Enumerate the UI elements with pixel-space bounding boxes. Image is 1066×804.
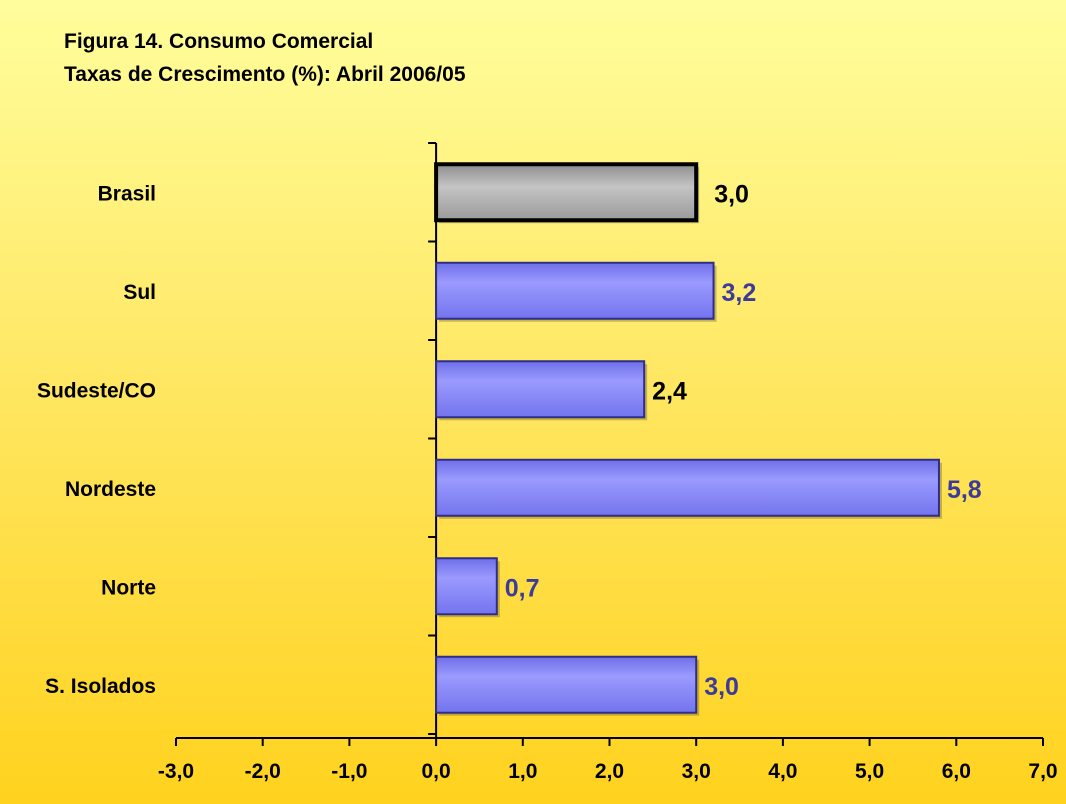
x-tick-label: -2,0 — [245, 760, 281, 783]
x-tick-label: 1,0 — [508, 760, 537, 783]
bar-brasil — [434, 162, 699, 223]
bar — [435, 261, 715, 320]
category-label: Brasil — [98, 182, 156, 205]
category-label: Nordeste — [65, 478, 156, 501]
data-label: 5,8 — [947, 476, 982, 504]
chart-title: Figura 14. Consumo Comercial — [64, 30, 374, 53]
data-label: 3,2 — [722, 279, 757, 307]
chart-subtitle: Taxas de Crescimento (%): Abril 2006/05 — [64, 63, 466, 86]
x-tick-label: 0,0 — [421, 760, 450, 783]
x-tick-label: 2,0 — [595, 760, 624, 783]
x-tick-label: 5,0 — [855, 760, 884, 783]
x-tick-label: -3,0 — [158, 760, 194, 783]
category-label: S. Isolados — [45, 675, 156, 698]
bar — [435, 655, 698, 714]
data-label: 3,0 — [704, 673, 739, 701]
x-tick-label: 7,0 — [1028, 760, 1057, 783]
bar — [435, 360, 646, 419]
x-tick-label: 6,0 — [942, 760, 971, 783]
category-label: Norte — [101, 576, 156, 599]
x-tick-label: 3,0 — [682, 760, 711, 783]
x-tick-label: 4,0 — [768, 760, 797, 783]
category-label: Sudeste/CO — [37, 379, 156, 402]
category-label: Sul — [123, 281, 156, 304]
data-label: 2,4 — [652, 377, 687, 405]
data-label: 3,0 — [714, 180, 749, 208]
data-label: 0,7 — [505, 574, 540, 602]
x-tick-label: -1,0 — [331, 760, 367, 783]
bar — [435, 458, 940, 517]
bar — [435, 557, 498, 616]
